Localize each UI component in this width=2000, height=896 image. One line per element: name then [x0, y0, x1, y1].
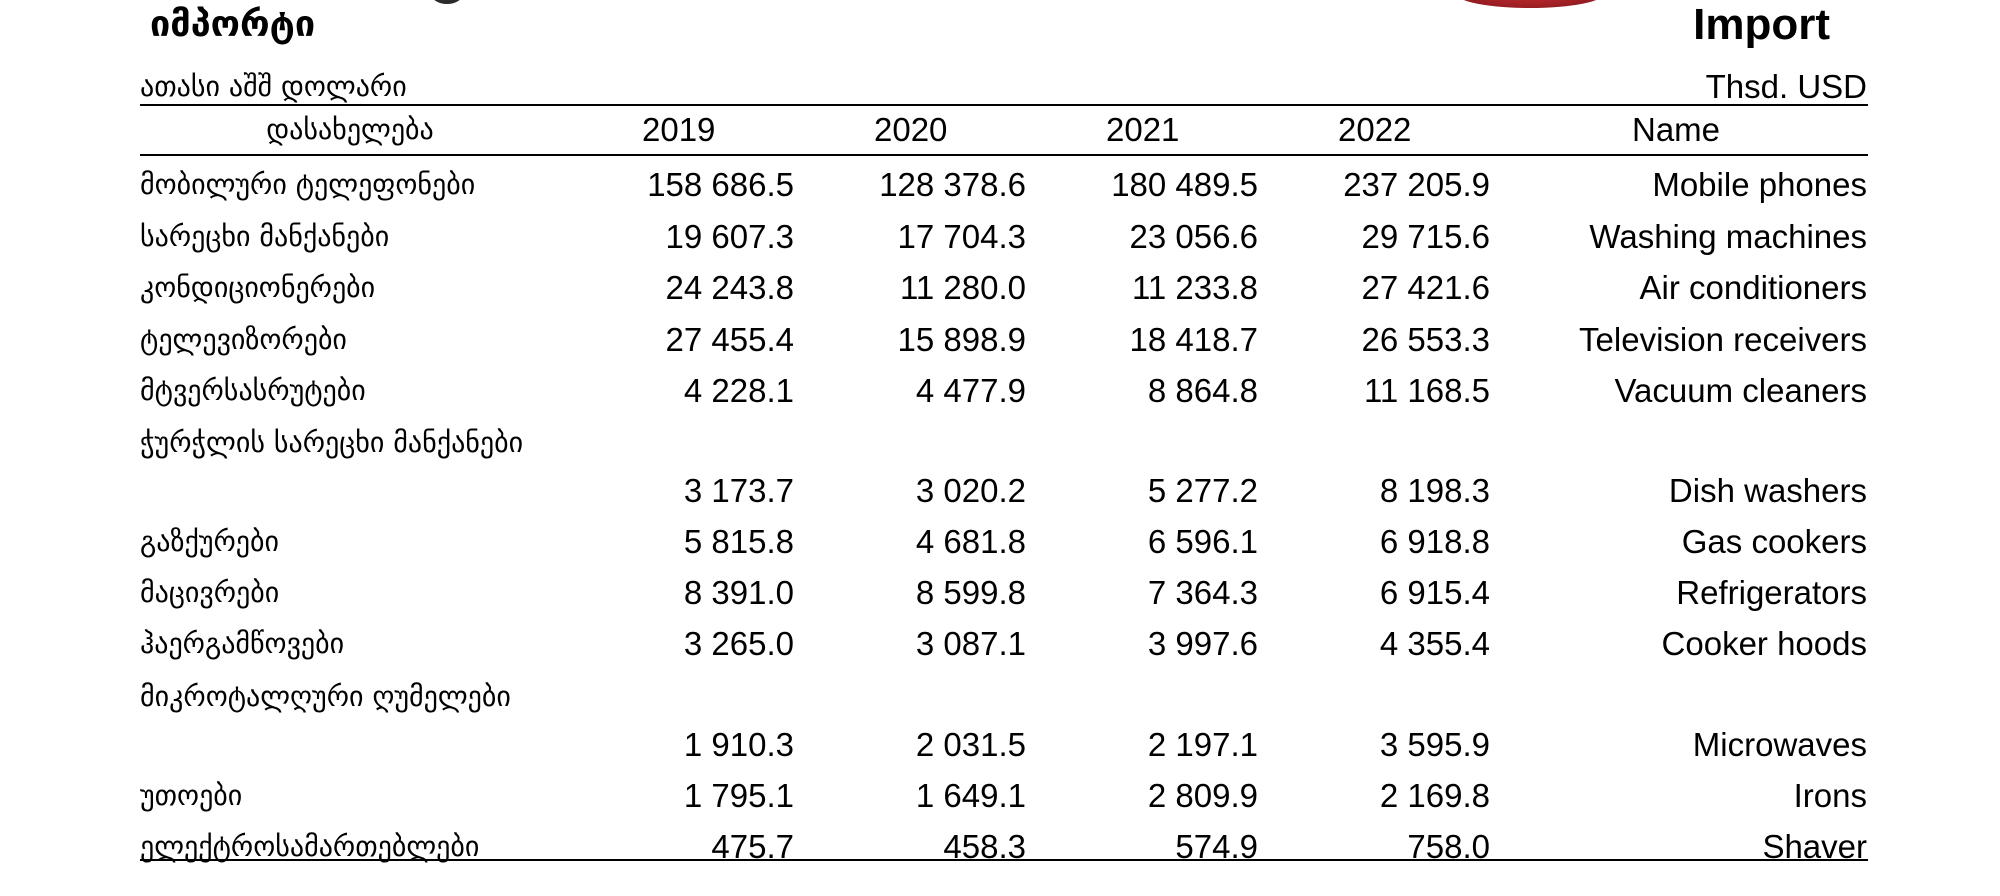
row-name-english: Irons: [1794, 771, 1867, 821]
row-name-georgian: მობილური ტელეფონები: [140, 160, 475, 210]
column-header-year: 2022: [1338, 108, 1411, 152]
table-row: კონდიციონერები 24 243.8 11 280.0 11 233.…: [0, 263, 2000, 313]
unit-label-english: Thsd. USD: [1706, 68, 1867, 106]
row-value-2021: 2 809.9: [1058, 771, 1258, 821]
row-name-english: Shaver: [1762, 822, 1867, 872]
table-row: ელექტროსამართებლები 475.7 458.3 574.9 75…: [0, 822, 2000, 872]
row-value-2021: 7 364.3: [1058, 568, 1258, 618]
row-value-2022: 237 205.9: [1290, 160, 1490, 210]
table-row: მობილური ტელეფონები 158 686.5 128 378.6 …: [0, 160, 2000, 210]
row-name-english: Dish washers: [1669, 466, 1867, 516]
row-value-2019: 1 910.3: [594, 720, 794, 770]
column-header-year: 2021: [1106, 108, 1179, 152]
row-value-2020: 128 378.6: [826, 160, 1026, 210]
row-value-2021: 11 233.8: [1058, 263, 1258, 313]
row-value-2021: 6 596.1: [1058, 517, 1258, 567]
row-value-2022: 758.0: [1290, 822, 1490, 872]
table-bottom-rule: [140, 859, 1868, 861]
row-name-georgian: კონდიციონერები: [140, 263, 375, 313]
row-name-english: Vacuum cleaners: [1614, 366, 1867, 416]
row-value-2022: 4 355.4: [1290, 619, 1490, 669]
column-header-year: 2019: [642, 108, 715, 152]
table-top-rule: [140, 104, 1868, 106]
row-value-2019: 27 455.4: [594, 315, 794, 365]
row-name-english: Cooker hoods: [1662, 619, 1867, 669]
row-name-georgian: ჭურჭლის სარეცხი მანქანები: [140, 418, 560, 516]
row-value-2022: 2 169.8: [1290, 771, 1490, 821]
row-name-georgian: მიკროტალღური ღუმელები: [140, 672, 560, 770]
row-value-2020: 2 031.5: [826, 720, 1026, 770]
row-value-2020: 8 599.8: [826, 568, 1026, 618]
row-value-2022: 29 715.6: [1290, 212, 1490, 262]
row-name-english: Mobile phones: [1652, 160, 1867, 210]
row-value-2021: 574.9: [1058, 822, 1258, 872]
table-row: ჰაერგამწოვები 3 265.0 3 087.1 3 997.6 4 …: [0, 619, 2000, 669]
table-header-rule: [140, 154, 1868, 156]
page-title-georgian: იმპორტი: [150, 0, 315, 50]
row-name-georgian: გაზქურები: [140, 517, 279, 567]
table-row: ჭურჭლის სარეცხი მანქანები 3 173.7 3 020.…: [0, 416, 2000, 516]
row-name-georgian: მაცივრები: [140, 568, 279, 618]
row-name-english: Washing machines: [1589, 212, 1867, 262]
row-value-2019: 19 607.3: [594, 212, 794, 262]
row-value-2020: 15 898.9: [826, 315, 1026, 365]
row-name-english: Air conditioners: [1640, 263, 1867, 313]
row-name-english: Television receivers: [1579, 315, 1867, 365]
table-row: გაზქურები 5 815.8 4 681.8 6 596.1 6 918.…: [0, 517, 2000, 567]
row-value-2020: 11 280.0: [826, 263, 1026, 313]
column-header-year: 2020: [874, 108, 947, 152]
row-value-2022: 11 168.5: [1290, 366, 1490, 416]
row-value-2020: 458.3: [826, 822, 1026, 872]
row-name-english: Refrigerators: [1676, 568, 1867, 618]
row-name-georgian: სარეცხი მანქანები: [140, 212, 389, 262]
row-name-english: Gas cookers: [1682, 517, 1867, 567]
row-value-2021: 23 056.6: [1058, 212, 1258, 262]
row-value-2021: 2 197.1: [1058, 720, 1258, 770]
row-value-2020: 3 087.1: [826, 619, 1026, 669]
row-value-2019: 3 173.7: [594, 466, 794, 516]
table-row: სარეცხი მანქანები 19 607.3 17 704.3 23 0…: [0, 212, 2000, 262]
row-value-2019: 475.7: [594, 822, 794, 872]
table-row: მაცივრები 8 391.0 8 599.8 7 364.3 6 915.…: [0, 568, 2000, 618]
decorative-image-fragment: [432, 0, 462, 4]
table-row: მტვერსასრუტები 4 228.1 4 477.9 8 864.8 1…: [0, 366, 2000, 416]
row-value-2020: 4 477.9: [826, 366, 1026, 416]
row-value-2021: 180 489.5: [1058, 160, 1258, 210]
column-header-name-georgian: დასახელება: [140, 108, 560, 152]
row-value-2019: 3 265.0: [594, 619, 794, 669]
row-value-2019: 24 243.8: [594, 263, 794, 313]
row-value-2019: 158 686.5: [594, 160, 794, 210]
row-value-2020: 4 681.8: [826, 517, 1026, 567]
column-header-name-english: Name: [1632, 108, 1720, 152]
row-name-georgian: ელექტროსამართებლები: [140, 822, 479, 872]
row-value-2022: 8 198.3: [1290, 466, 1490, 516]
row-value-2022: 27 421.6: [1290, 263, 1490, 313]
row-value-2019: 8 391.0: [594, 568, 794, 618]
row-value-2021: 5 277.2: [1058, 466, 1258, 516]
unit-label-georgian: ათასი აშშ დოლარი: [140, 70, 407, 103]
row-value-2021: 3 997.6: [1058, 619, 1258, 669]
row-value-2021: 8 864.8: [1058, 366, 1258, 416]
row-name-georgian: უთოები: [140, 771, 242, 821]
row-value-2022: 3 595.9: [1290, 720, 1490, 770]
row-name-georgian: მტვერსასრუტები: [140, 366, 366, 416]
row-value-2022: 6 915.4: [1290, 568, 1490, 618]
row-value-2022: 26 553.3: [1290, 315, 1490, 365]
row-value-2020: 1 649.1: [826, 771, 1026, 821]
row-name-georgian: ჰაერგამწოვები: [140, 619, 344, 669]
table-row: უთოები 1 795.1 1 649.1 2 809.9 2 169.8 I…: [0, 771, 2000, 821]
row-name-english: Microwaves: [1693, 720, 1867, 770]
row-value-2022: 6 918.8: [1290, 517, 1490, 567]
row-value-2020: 3 020.2: [826, 466, 1026, 516]
row-value-2020: 17 704.3: [826, 212, 1026, 262]
decorative-image-fragment: [1455, 0, 1605, 8]
row-value-2019: 5 815.8: [594, 517, 794, 567]
table-row: ტელევიზორები 27 455.4 15 898.9 18 418.7 …: [0, 315, 2000, 365]
row-value-2021: 18 418.7: [1058, 315, 1258, 365]
row-value-2019: 4 228.1: [594, 366, 794, 416]
row-value-2019: 1 795.1: [594, 771, 794, 821]
row-name-georgian: ტელევიზორები: [140, 315, 347, 365]
table-row: მიკროტალღური ღუმელები 1 910.3 2 031.5 2 …: [0, 670, 2000, 770]
page-title-english: Import: [1693, 0, 1830, 50]
